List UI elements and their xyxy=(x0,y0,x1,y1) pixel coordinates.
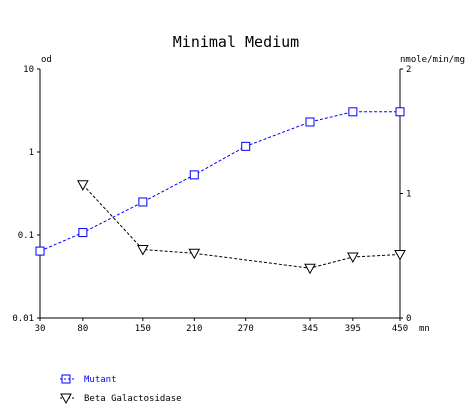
point-mutant-2 xyxy=(138,197,148,207)
right-tick-label-0: 2 xyxy=(406,65,411,75)
x-tick-label-30: 30 xyxy=(35,324,46,334)
legend: Mutant Beta Galactosidase xyxy=(60,374,182,405)
legend-mutant-label: Mutant xyxy=(84,375,117,385)
left-tick-label-2: 0.1 xyxy=(18,231,34,241)
legend-beta-label: Beta Galactosidase xyxy=(84,394,182,404)
point-beta-galactosidase-0 xyxy=(77,180,89,191)
x-tick-label-395: 395 xyxy=(345,324,361,334)
x-tick-label-345: 345 xyxy=(302,324,318,334)
series-layer xyxy=(35,107,406,275)
x-tick-label-150: 150 xyxy=(135,324,151,334)
left-axis-ticks: 10 1 0.1 0.01 xyxy=(12,65,40,324)
x-ticks: 30 80 150 210 270 345 395 450 xyxy=(35,318,408,334)
x-tick-label-210: 210 xyxy=(186,324,202,334)
right-axis-ticks: 2 1 0 xyxy=(400,65,411,324)
point-beta-galactosidase-3 xyxy=(304,263,316,275)
left-axis-unit: od xyxy=(41,55,52,65)
chart-title: Minimal Medium xyxy=(173,33,299,51)
x-tick-label-450: 450 xyxy=(392,324,408,334)
point-beta-galactosidase-2 xyxy=(188,248,201,260)
point-mutant-6 xyxy=(348,107,358,117)
point-beta-galactosidase-4 xyxy=(347,252,359,264)
right-tick-label-1: 1 xyxy=(406,190,411,200)
point-mutant-7 xyxy=(395,107,405,117)
point-mutant-3 xyxy=(189,170,199,180)
x-tick-label-270: 270 xyxy=(238,324,254,334)
right-axis-unit: nmole/min/mg xyxy=(400,55,465,65)
legend-beta-marker xyxy=(60,393,72,405)
left-tick-label-0: 10 xyxy=(23,65,34,75)
legend-mutant-marker xyxy=(61,374,71,384)
x-axis-unit: mn xyxy=(419,324,430,334)
legend-item-beta-galactosidase: Beta Galactosidase xyxy=(60,393,182,405)
right-tick-label-2: 0 xyxy=(406,314,411,324)
point-mutant-0 xyxy=(35,246,45,256)
left-tick-label-1: 1 xyxy=(29,148,34,158)
left-tick-label-3: 0.01 xyxy=(12,314,34,324)
legend-item-mutant: Mutant xyxy=(60,374,117,385)
point-mutant-5 xyxy=(305,117,315,127)
point-beta-galactosidase-1 xyxy=(137,245,149,256)
x-tick-label-80: 80 xyxy=(77,324,88,334)
point-mutant-4 xyxy=(241,141,251,151)
point-beta-galactosidase-5 xyxy=(394,250,406,261)
series-line-mutant xyxy=(39,111,400,252)
point-mutant-1 xyxy=(78,228,88,238)
